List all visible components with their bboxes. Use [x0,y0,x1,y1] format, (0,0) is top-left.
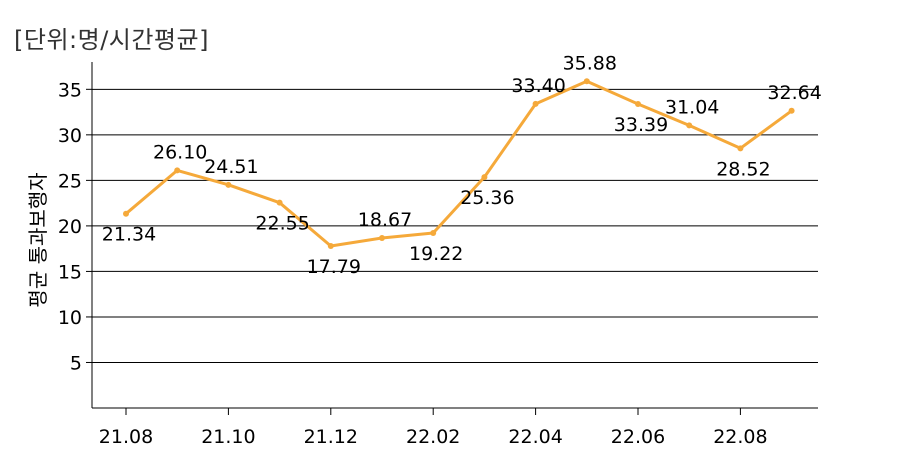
data-label-22.06: 33.39 [614,114,668,136]
data-label-21.10: 24.51 [204,156,258,178]
y-tick-label-15: 15 [58,261,82,283]
data-point-22.06 [635,100,641,107]
data-point-21.08 [123,210,129,217]
data-point-22.04 [532,100,539,107]
data-label-22.05: 35.88 [563,52,617,74]
data-point-22.02 [430,229,437,236]
data-point-22.08 [737,145,744,152]
data-label-22.09: 32.64 [767,82,821,104]
data-point-22.01 [379,235,385,242]
series-line-path [125,79,793,248]
data-point-21.09 [174,167,181,174]
data-label-22.02: 19.22 [409,243,463,265]
data-label-22.07: 31.04 [665,96,719,118]
y-tick-label-5: 5 [70,352,82,374]
y-tick-label-35: 35 [58,79,82,101]
data-label-21.11: 22.55 [255,213,309,235]
data-label-21.12: 17.79 [307,256,361,278]
x-tick-label-21.12: 21.12 [304,426,358,448]
grid-lines [92,88,818,363]
data-point-22.05 [583,78,590,85]
unit-label: [단위:명/시간평균] [14,26,209,54]
data-label-22.04: 33.40 [511,75,565,97]
y-axis-label: 평균 통과보행자 [26,172,50,307]
data-label-22.03: 25.36 [460,187,514,209]
data-point-21.12 [327,243,334,250]
x-tick-label-22.04: 22.04 [508,426,562,448]
x-tick-label-22.08: 22.08 [713,426,767,448]
y-tick-label-20: 20 [58,216,82,238]
data-label-22.01: 18.67 [358,209,412,231]
data-point-22.07 [686,122,693,129]
data-point-22.03 [481,174,488,181]
data-label-21.09: 26.10 [153,141,207,163]
y-tick-label-30: 30 [58,125,82,147]
data-point-21.10 [225,181,232,188]
x-tick-label-21.10: 21.10 [201,426,255,448]
series-line [125,79,793,248]
y-tick-label-10: 10 [58,307,82,329]
data-point-22.09 [788,107,795,114]
y-tick-label-25: 25 [58,170,82,192]
x-tick-label-21.08: 21.08 [99,426,153,448]
data-label-22.08: 28.52 [716,158,770,180]
data-label-21.08: 21.34 [102,224,156,246]
data-points [123,78,795,250]
y-tick-labels: 5 10 15 20 25 30 35 [58,79,82,374]
x-tick-label-22.06: 22.06 [611,426,665,448]
x-tick-labels: 21.08 21.10 21.12 22.02 22.04 22.06 22.08 [99,426,768,448]
data-point-21.11 [276,199,283,206]
x-tick-label-22.02: 22.02 [406,426,460,448]
axes [86,62,818,415]
